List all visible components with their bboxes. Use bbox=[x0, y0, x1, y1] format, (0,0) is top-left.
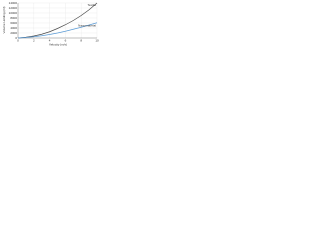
x-tick-label: 10 bbox=[95, 38, 99, 42]
y-tick-label: 4000 bbox=[10, 26, 17, 30]
y-tick-label: 6000 bbox=[10, 21, 17, 25]
chart: Volume Holding (ml) Velocity (m/s) 02000… bbox=[0, 0, 100, 47]
x-tick-label: 4 bbox=[49, 38, 51, 42]
y-tick-label: 14000 bbox=[9, 1, 18, 5]
x-tick-label: 8 bbox=[80, 38, 82, 42]
background bbox=[0, 0, 100, 47]
y-tick-label: 12000 bbox=[9, 6, 18, 10]
series-label: Textile bbox=[87, 3, 96, 7]
y-tick-label: 0 bbox=[15, 36, 17, 40]
x-axis-label: Velocity (m/s) bbox=[49, 42, 67, 46]
series-line bbox=[17, 22, 98, 39]
y-axis-label: Volume Holding (ml) bbox=[2, 6, 6, 33]
y-tick-label: 10000 bbox=[9, 11, 18, 15]
series-line bbox=[17, 2, 98, 39]
y-tick-label: 2000 bbox=[10, 31, 17, 35]
y-tick-label: 8000 bbox=[10, 16, 17, 20]
x-tick-label: 2 bbox=[33, 38, 35, 42]
x-tick-label: 0 bbox=[17, 38, 19, 42]
series-label: Nanomaterial bbox=[78, 24, 96, 28]
x-tick-label: 6 bbox=[65, 38, 67, 42]
